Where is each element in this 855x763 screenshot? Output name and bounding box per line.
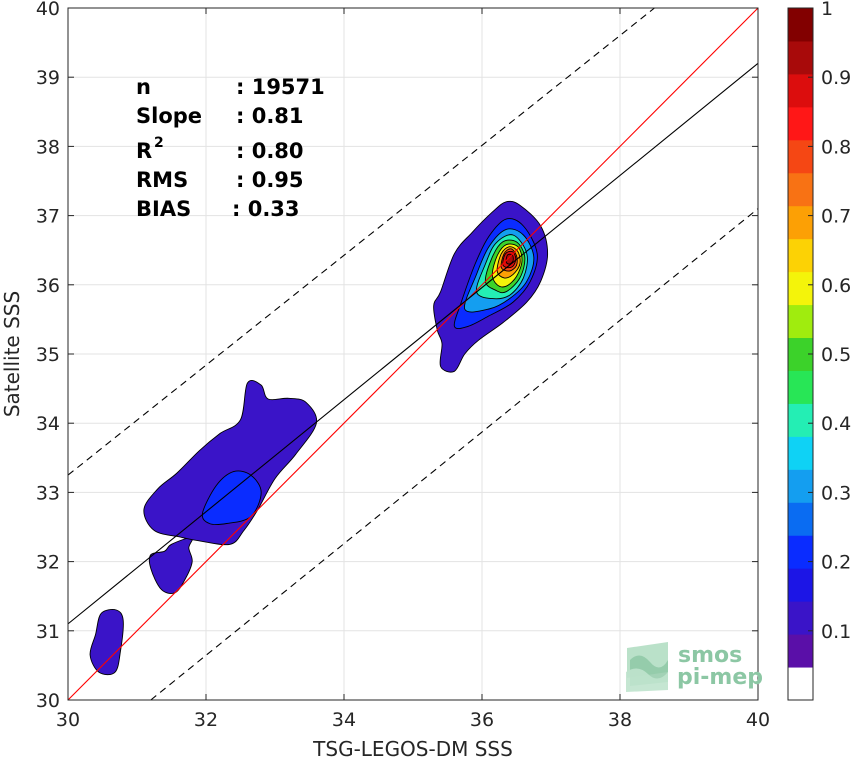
colorbar-segment — [788, 304, 813, 339]
density-region — [148, 536, 194, 594]
y-tick-label: 34 — [36, 413, 60, 435]
stat-rms-label: RMS — [136, 168, 188, 192]
colorbar-segment — [788, 205, 813, 240]
density-region — [143, 380, 318, 546]
colorbar-tick-label: 1 — [821, 0, 833, 20]
colorbar-segment — [788, 106, 813, 141]
stat-bias-value: : 0.33 — [232, 197, 300, 221]
stats-box: n : 19571 Slope : 0.81 R 2 : 0.80 RMS : … — [136, 75, 325, 221]
colorbar-tick-label: 0.1 — [821, 621, 851, 643]
colorbar-segment — [788, 271, 813, 306]
stat-r2-label: R — [136, 139, 152, 163]
colorbar-ticks: 0.1 0.2 0.3 0.4 0.5 0.6 0.7 0.8 0.9 1 — [808, 0, 851, 643]
colorbar — [788, 8, 813, 701]
colorbar-segment — [788, 634, 813, 668]
colorbar-segment — [788, 403, 813, 437]
y-tick-label: 33 — [36, 482, 60, 504]
y-tick-label: 40 — [36, 0, 60, 20]
colorbar-segment — [788, 238, 813, 273]
colorbar-segment — [788, 172, 813, 207]
colorbar-segment — [788, 667, 813, 701]
x-tick-label: 38 — [608, 709, 632, 731]
y-tick-label: 38 — [36, 136, 60, 158]
x-tick-label: 30 — [56, 709, 80, 731]
density-region — [201, 470, 262, 526]
y-tick-label: 30 — [36, 690, 60, 712]
reference-lines — [67, 7, 759, 701]
stat-r2-superscript: 2 — [154, 135, 164, 151]
wave-stack-icon — [626, 642, 668, 692]
colorbar-segment — [788, 436, 813, 470]
stat-r2-value: : 0.80 — [236, 139, 304, 163]
stat-bias-label: BIAS — [136, 197, 191, 221]
x-tick-label: 34 — [332, 709, 356, 731]
smos-pi-mep-logo: smos pi-mep — [626, 642, 763, 692]
colorbar-tick-label: 0.9 — [821, 67, 851, 89]
stat-slope-value: : 0.81 — [236, 104, 304, 128]
y-tick-label: 35 — [36, 344, 60, 366]
density-region — [505, 253, 514, 265]
colorbar-tick-label: 0.7 — [821, 206, 851, 228]
logo-line-1: smos — [678, 643, 742, 668]
x-axis-label: TSG-LEGOS-DM SSS — [312, 737, 513, 761]
stat-slope-label: Slope — [136, 104, 202, 128]
density-region — [89, 609, 124, 676]
colorbar-segment — [788, 535, 813, 569]
colorbar-segment — [788, 370, 813, 404]
colorbar-tick-label: 0.6 — [821, 275, 851, 297]
y-tick-label: 36 — [36, 275, 60, 297]
colorbar-tick-label: 0.3 — [821, 482, 851, 504]
stat-n-label: n — [136, 75, 151, 99]
colorbar-tick-label: 0.5 — [821, 344, 851, 366]
y-axis-label: Satellite SSS — [0, 291, 24, 417]
x-tick-label: 32 — [194, 709, 218, 731]
upper-bound-line — [67, 7, 655, 476]
colorbar-segment — [788, 502, 813, 536]
colorbar-tick-label: 0.2 — [821, 552, 851, 574]
logo-line-2: pi-mep — [677, 665, 763, 690]
y-tick-label: 37 — [36, 206, 60, 228]
stat-rms-value: : 0.95 — [236, 168, 304, 192]
x-tick-label: 36 — [470, 709, 494, 731]
y-tick-label: 31 — [36, 621, 60, 643]
density-regions — [89, 200, 549, 676]
colorbar-segment — [788, 139, 813, 174]
colorbar-segment — [788, 568, 813, 602]
colorbar-segment — [788, 469, 813, 503]
x-axis-ticks: 30 32 34 36 38 40 — [56, 8, 770, 731]
stat-n-value: : 19571 — [236, 75, 325, 99]
colorbar-segment — [788, 73, 813, 108]
one-to-one-line — [67, 7, 759, 701]
y-tick-label: 32 — [36, 552, 60, 574]
lower-bound-line — [150, 208, 759, 701]
colorbar-segment — [788, 8, 813, 42]
colorbar-segment — [788, 601, 813, 635]
x-tick-label: 40 — [746, 709, 770, 731]
colorbar-tick-label: 0.4 — [821, 413, 851, 435]
regression-fit-line — [67, 62, 759, 625]
colorbar-segment — [788, 40, 813, 75]
y-tick-label: 39 — [36, 67, 60, 89]
y-axis-ticks: 30 31 32 33 34 35 36 37 38 39 40 — [36, 0, 758, 712]
colorbar-tick-label: 0.8 — [821, 136, 851, 158]
